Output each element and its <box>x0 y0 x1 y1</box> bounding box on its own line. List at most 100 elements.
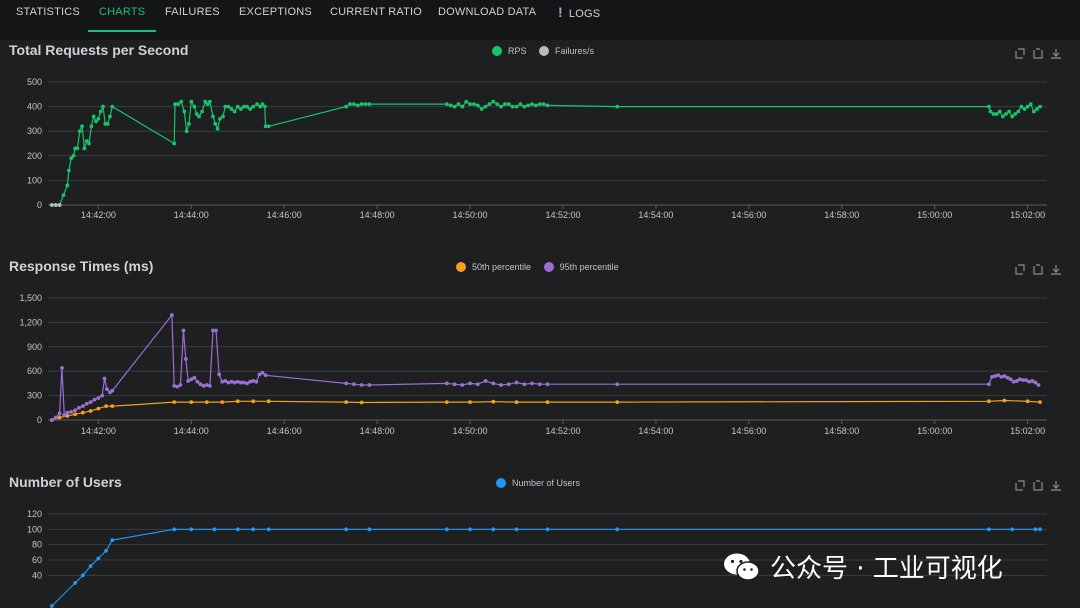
data-point <box>172 527 177 532</box>
legend-item-users[interactable]: Number of Users <box>496 478 580 488</box>
data-point <box>175 384 180 389</box>
data-point <box>344 104 349 109</box>
download-icon[interactable] <box>1050 264 1062 276</box>
reset-zoom-icon[interactable] <box>1032 264 1044 276</box>
y-tick-label: 600 <box>27 366 42 376</box>
y-tick-label: 200 <box>27 151 42 161</box>
tab-current-ratio[interactable]: CURRENT RATIO <box>330 6 423 18</box>
reset-zoom-icon[interactable] <box>1032 48 1044 60</box>
y-tick-label: 500 <box>27 77 42 87</box>
data-point <box>226 380 231 385</box>
data-point <box>266 399 271 404</box>
data-point <box>57 203 62 207</box>
data-point <box>1033 380 1038 385</box>
data-point <box>615 382 620 387</box>
data-point <box>205 102 210 107</box>
data-point <box>987 527 991 532</box>
series-line <box>51 313 1039 421</box>
reset-zoom-icon[interactable] <box>1032 480 1044 492</box>
data-point <box>82 146 87 151</box>
data-point <box>105 121 110 126</box>
data-point <box>226 104 231 109</box>
data-point <box>204 400 209 405</box>
data-point <box>172 383 177 388</box>
data-point <box>235 527 240 532</box>
data-point <box>1014 379 1019 383</box>
data-point <box>1019 104 1024 109</box>
legend-label: RPS <box>508 46 527 56</box>
legend-item-failures[interactable]: Failures/s <box>539 46 594 56</box>
data-point <box>73 412 78 417</box>
data-point <box>499 104 503 109</box>
data-point <box>545 400 550 405</box>
data-point <box>84 401 89 406</box>
data-point <box>73 408 78 413</box>
data-point <box>1035 107 1039 111</box>
restore-icon[interactable] <box>1014 48 1026 60</box>
data-point <box>110 104 115 109</box>
data-point <box>522 104 527 109</box>
data-point <box>242 380 246 385</box>
data-point <box>526 103 531 108</box>
data-point <box>176 102 181 107</box>
data-point <box>88 564 93 569</box>
tab-failures[interactable]: FAILURES <box>165 6 220 18</box>
restore-icon[interactable] <box>1014 264 1026 276</box>
data-point <box>98 109 103 114</box>
data-point <box>1038 527 1042 532</box>
tab-exceptions[interactable]: EXCEPTIONS <box>239 6 312 18</box>
data-point <box>49 604 54 608</box>
data-point <box>537 102 542 107</box>
data-point <box>192 104 197 109</box>
data-point <box>203 99 208 104</box>
data-point <box>262 104 267 109</box>
legend-item-p95[interactable]: 95th percentile <box>543 262 619 272</box>
x-tick-label: 14:52:00 <box>545 426 580 436</box>
data-point <box>71 153 76 158</box>
data-point <box>213 121 218 126</box>
data-point <box>178 383 183 387</box>
data-point <box>173 102 177 107</box>
data-point <box>468 527 472 532</box>
data-point <box>506 382 511 387</box>
data-point <box>359 383 364 387</box>
data-point <box>80 124 84 129</box>
legend-swatch-rps <box>492 46 502 56</box>
legend-item-rps[interactable]: RPS <box>492 46 527 56</box>
download-icon[interactable] <box>1050 480 1062 492</box>
tab-statistics[interactable]: STATISTICS <box>16 6 80 18</box>
restore-icon[interactable] <box>1014 480 1026 492</box>
data-point <box>363 102 368 107</box>
data-point <box>448 103 453 108</box>
tab-download-data[interactable]: DOWNLOAD DATA <box>438 6 537 18</box>
data-point <box>444 381 449 386</box>
series-line <box>51 399 1041 421</box>
data-point <box>1007 109 1011 114</box>
data-point <box>104 548 108 553</box>
tab-charts[interactable]: CHARTS <box>88 0 157 32</box>
data-point <box>242 104 246 109</box>
data-point <box>479 107 484 111</box>
data-point <box>263 373 268 378</box>
data-point <box>1030 379 1035 383</box>
data-point <box>1016 109 1021 114</box>
data-point <box>1022 107 1027 111</box>
data-point <box>102 376 107 381</box>
data-point <box>987 399 991 404</box>
download-icon[interactable] <box>1050 48 1062 60</box>
data-point <box>91 114 96 119</box>
chart-legend: 50th percentile 95th percentile <box>456 262 629 274</box>
tab-logs[interactable]: ! LOGS <box>558 0 600 30</box>
x-tick-label: 14:48:00 <box>360 210 395 220</box>
data-point <box>211 328 215 333</box>
data-point <box>351 382 356 387</box>
data-point <box>75 146 80 151</box>
data-point <box>994 112 999 116</box>
data-point <box>530 381 534 386</box>
chart-legend: RPS Failures/s <box>492 46 604 58</box>
data-point <box>80 404 85 409</box>
data-point <box>195 379 200 384</box>
data-point <box>62 413 67 418</box>
data-point <box>232 109 237 114</box>
legend-item-p50[interactable]: 50th percentile <box>456 262 531 272</box>
